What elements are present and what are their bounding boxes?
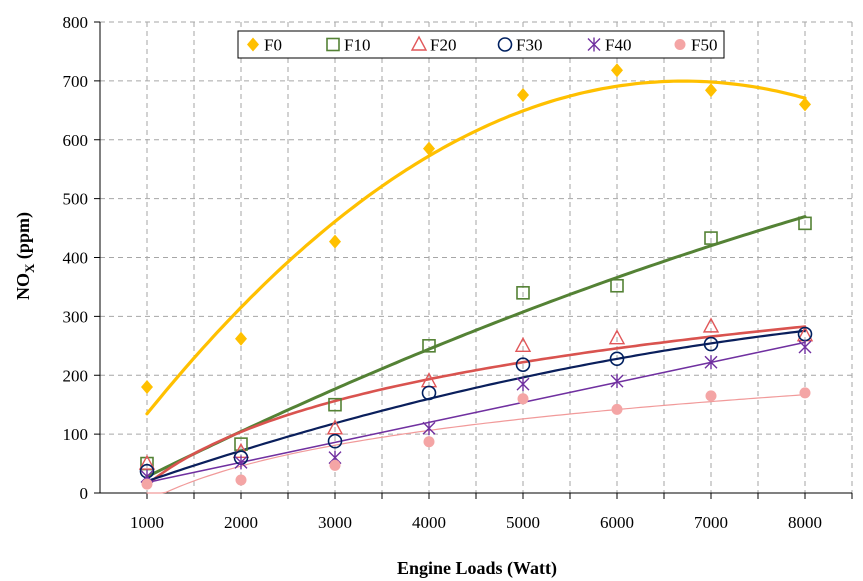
data-point-f50 [141, 478, 153, 490]
y-tick-label: 200 [63, 366, 89, 385]
data-point-f10 [234, 437, 248, 451]
legend-item-f10: F10 [326, 36, 370, 55]
y-tick-label: 800 [63, 13, 89, 32]
y-tick-label: 600 [63, 131, 89, 150]
data-point-f20 [138, 454, 156, 470]
data-point-f30 [421, 385, 437, 401]
trendlines [145, 79, 807, 494]
legend-label-f40: F40 [605, 36, 631, 55]
data-point-f50 [705, 390, 717, 402]
data-point-f10 [798, 216, 812, 231]
data-point-f50 [799, 387, 811, 399]
legend-label-f30: F30 [516, 36, 542, 55]
series-f0 [141, 63, 811, 395]
data-point-f40 [610, 374, 624, 389]
data-point-f30 [515, 357, 531, 372]
data-point-f30 [609, 351, 625, 367]
legend-item-f40: F40 [587, 36, 631, 55]
data-point-f0 [799, 97, 811, 112]
legend-marker-f30 [497, 37, 513, 52]
data-point-f50 [329, 459, 341, 471]
data-point-f20 [608, 329, 626, 345]
x-tick-label: 3000 [318, 513, 352, 532]
legend-marker-f50 [674, 39, 686, 50]
legend-marker-f40 [587, 37, 601, 52]
data-point-f40 [798, 339, 812, 354]
x-tick-label: 5000 [506, 513, 540, 532]
data-point-f0 [423, 141, 435, 156]
x-tick-label: 7000 [694, 513, 728, 532]
data-point-f30 [703, 336, 719, 352]
legend-label-f0: F0 [264, 36, 282, 55]
legend-label-f20: F20 [430, 36, 456, 55]
data-point-f10 [610, 278, 624, 293]
legend-marker-f0 [247, 37, 259, 52]
data-point-f20 [514, 336, 532, 353]
legend-label-f10: F10 [344, 36, 370, 55]
trendline-f10 [145, 215, 807, 479]
data-point-f40 [422, 421, 436, 436]
gridlines [100, 21, 853, 493]
trendline-f50 [146, 394, 806, 494]
data-point-f40 [704, 355, 718, 370]
series-f50 [141, 387, 811, 490]
trendline-f20 [145, 325, 807, 486]
data-point-f40 [516, 377, 530, 392]
data-point-f50 [235, 474, 247, 486]
legend-item-f30: F30 [497, 36, 542, 55]
data-point-f10 [328, 397, 342, 412]
y-tick-label: 300 [63, 307, 89, 326]
x-tick-label: 4000 [412, 513, 446, 532]
trendline-f30 [145, 329, 807, 483]
legend: F0 F10 F20 F30 F40 F50 [237, 30, 725, 59]
legend-item-f20: F20 [410, 35, 456, 55]
tick-labels: 0 100 200 300 400 500 600 700 800 1000 2000 3000 400… [63, 13, 823, 532]
data-point-f40 [234, 455, 248, 470]
y-axis-title-unit: (ppm) [13, 212, 34, 264]
y-axis-title-main: NO [13, 273, 33, 300]
data-point-f0 [705, 83, 717, 98]
y-tick-label: 400 [63, 249, 89, 268]
x-tick-label: 6000 [600, 513, 634, 532]
trendline-f40 [146, 341, 806, 484]
data-point-f0 [329, 234, 341, 249]
legend-item-f50: F50 [674, 36, 717, 55]
data-point-f50 [611, 403, 623, 415]
data-point-f20 [702, 317, 720, 333]
x-axis-title: Engine Loads (Watt) [397, 558, 557, 579]
y-tick-label: 500 [63, 190, 89, 209]
y-tick-label: 0 [80, 484, 89, 503]
y-axis-title-subscript: X [22, 263, 37, 273]
data-point-f50 [517, 393, 529, 405]
data-point-f0 [235, 331, 247, 346]
data-point-f50 [423, 436, 435, 448]
axes [94, 21, 853, 499]
legend-box [237, 30, 725, 59]
legend-item-f0: F0 [247, 36, 282, 55]
data-point-f0 [517, 88, 529, 103]
data-point-f10 [704, 231, 718, 245]
data-point-f30 [327, 433, 343, 449]
legend-marker-f20 [410, 35, 428, 51]
data-point-f0 [141, 380, 153, 395]
y-tick-label: 100 [63, 425, 89, 444]
y-tick-label: 700 [63, 72, 89, 91]
x-tick-label: 8000 [788, 513, 822, 532]
legend-label-f50: F50 [691, 36, 717, 55]
data-point-f0 [611, 63, 623, 78]
x-tick-label: 2000 [224, 513, 258, 532]
x-tick-label: 1000 [130, 513, 164, 532]
data-point-f20 [326, 419, 344, 435]
data-point-f10 [516, 286, 530, 300]
trendline-f0 [145, 79, 807, 416]
data-markers [138, 63, 814, 490]
legend-marker-f10 [326, 37, 340, 52]
y-axis-title: NOX (ppm) [13, 212, 37, 300]
data-point-f10 [422, 339, 436, 353]
